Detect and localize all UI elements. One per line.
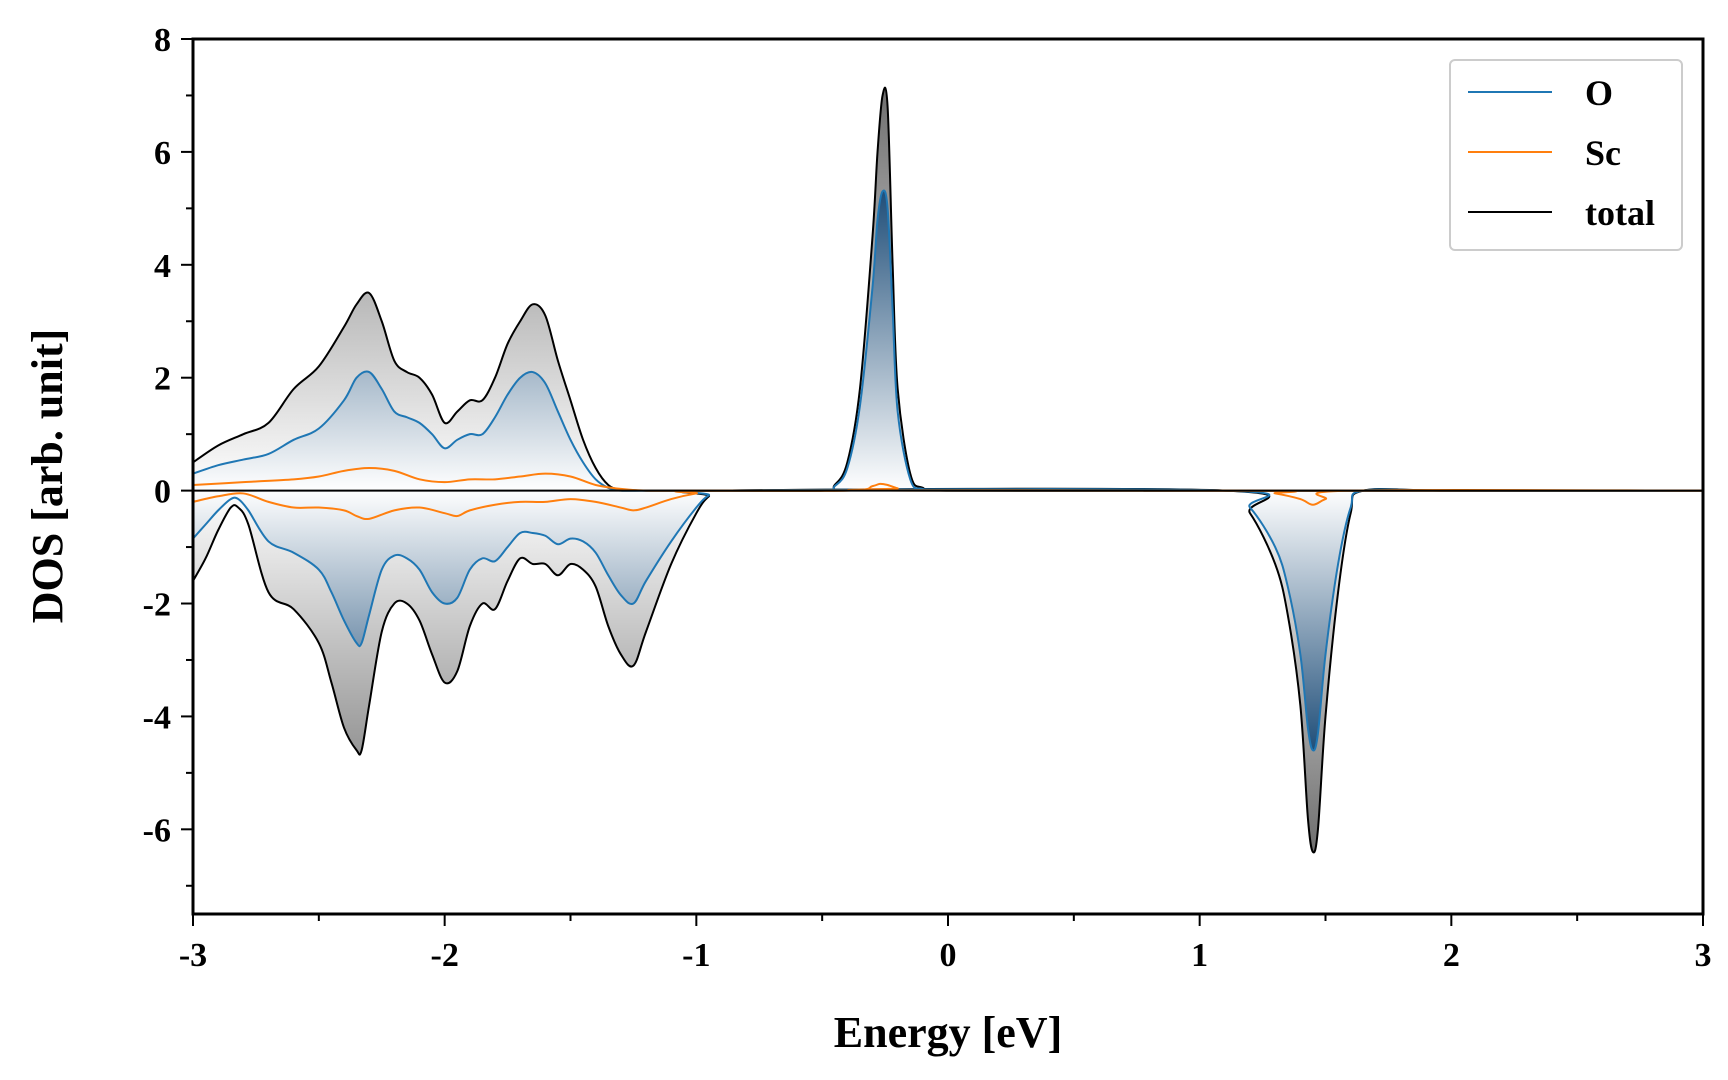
line-o-spin-up <box>193 189 1703 492</box>
fill-o-spin-up <box>193 190 1703 491</box>
fill-o-spin-down <box>193 489 1703 751</box>
legend-label-o: O <box>1585 73 1613 113</box>
y-tick-label: -6 <box>143 812 171 849</box>
legend-label-sc: Sc <box>1585 133 1621 173</box>
y-tick-label: 6 <box>154 135 171 172</box>
legend-box <box>1449 59 1683 251</box>
y-tick-label: 2 <box>154 361 171 398</box>
x-tick-label: 1 <box>1191 937 1208 974</box>
y-tick-label: 4 <box>154 248 171 285</box>
x-tick-label: -2 <box>431 937 459 974</box>
x-tick-label: 3 <box>1695 937 1712 974</box>
y-tick-label: 0 <box>154 474 171 511</box>
y-tick-label: 8 <box>154 22 171 59</box>
legend-label-total: total <box>1585 193 1655 233</box>
y-axis-title: DOS [arb. unit] <box>23 329 72 624</box>
legend: O Sc total <box>1449 59 1683 251</box>
x-axis-title: Energy [eV] <box>834 1008 1063 1057</box>
y-tick-label: -2 <box>143 587 171 624</box>
x-tick-label: -1 <box>682 937 710 974</box>
x-tick-label: 0 <box>940 937 957 974</box>
line-total-spin-down <box>193 487 1703 854</box>
x-tick-label: -3 <box>179 937 207 974</box>
line-sc-spin-down <box>193 488 1703 521</box>
x-tick-label: 2 <box>1443 937 1460 974</box>
line-o-spin-down <box>193 488 1703 752</box>
line-sc-spin-up <box>193 467 1703 492</box>
y-tick-label: -4 <box>143 699 171 736</box>
